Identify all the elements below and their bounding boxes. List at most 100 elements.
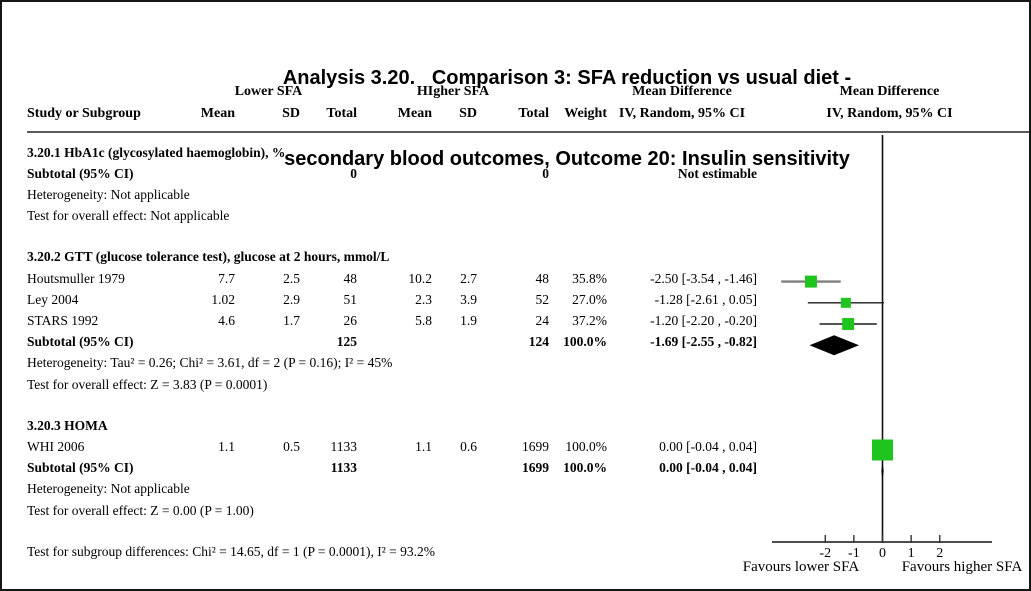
study-row-stars-1992-total-higher: 24 <box>535 312 550 328</box>
subtotal-row-2-total-lower: 125 <box>336 334 357 350</box>
subtotal-diamond <box>881 461 884 482</box>
study-effect-square <box>872 439 893 461</box>
study-row-whi-2006: WHI 2006 1.1 0.5 1133 1.1 0.6 1699 100.0% 0.00 [… <box>27 436 757 457</box>
study-row-ley-2004-sd-higher: 3.9 <box>460 291 477 307</box>
study-row-whi-2006-ci-text: 0.00 [-0.04 , 0.04] <box>659 438 757 454</box>
study-row-stars-1992-name: STARS 1992 <box>27 312 99 328</box>
subtotal-row-2-total-higher: 124 <box>528 334 549 350</box>
axis-tick-label--2: -2 <box>819 546 831 561</box>
study-row-whi-2006-total-lower: 1133 <box>330 438 358 454</box>
study-row-whi-2006-weight: 100.0% <box>565 438 607 454</box>
figure-title: Analysis 3.20. Comparison 3: SFA reducti… <box>107 11 1027 227</box>
study-row-ley-2004-name: Ley 2004 <box>27 291 79 307</box>
study-row-houtsmuller-1979-name: Houtsmuller 1979 <box>27 270 125 286</box>
subtotal-row-1-ci-text: Not estimable <box>677 165 757 181</box>
column-total-lower: Total <box>326 106 357 121</box>
overall-effect-note-3: Test for overall effect: Z = 0.00 (P = 1… <box>27 502 254 518</box>
axis-label-favours-lower-sfa: Favours lower SFA <box>742 559 860 575</box>
subtotal-row-3-total-higher: 1699 <box>522 460 549 476</box>
study-effect-square <box>840 297 851 308</box>
study-row-stars-1992-mean-lower: 4.6 <box>218 312 235 328</box>
subtotal-row-1-total-higher: 0 <box>542 165 549 181</box>
subtotal-row-3-weight: 100.0% <box>563 460 607 476</box>
column-mean-difference-text: Mean Difference <box>632 84 732 99</box>
subgroup-heading-3: 3.20.3 HOMA <box>27 417 108 433</box>
forest-plot-canvas: -2 -1 0 1 2 <box>772 135 992 561</box>
column-mean-higher: Mean <box>397 106 432 121</box>
study-row-whi-2006-sd-lower: 0.5 <box>283 438 300 454</box>
subtotal-row-1-name: Subtotal (95% CI) <box>27 165 134 181</box>
study-row-stars-1992-sd-higher: 1.9 <box>460 312 477 328</box>
study-row-ley-2004-mean-higher: 2.3 <box>415 291 432 307</box>
study-row-ley-2004-weight: 27.0% <box>572 291 607 307</box>
subtotal-row-2-weight: 100.0% <box>563 334 607 350</box>
study-row-houtsmuller-1979: Houtsmuller 1979 7.7 2.5 48 10.2 2.7 48 35.8% -2… <box>27 268 757 289</box>
subtotal-row-2-name: Subtotal (95% CI) <box>27 334 134 350</box>
study-row-ley-2004-total-lower: 51 <box>343 291 358 307</box>
column-mean-lower: Mean <box>200 106 235 121</box>
study-row-houtsmuller-1979-ci-text: -2.50 [-3.54 , -1.46] <box>650 270 757 286</box>
axis-tick-label-0: 0 <box>879 546 886 561</box>
column-group-lower-sfa: Lower SFA <box>234 84 303 99</box>
column-total-higher: Total <box>518 106 549 121</box>
subtotal-row-2-ci-text: -1.69 [-2.55 , -0.82] <box>650 334 757 350</box>
study-row-ley-2004-mean-lower: 1.02 <box>211 291 235 307</box>
study-row-stars-1992-sd-lower: 1.7 <box>283 312 300 328</box>
column-method-text: IV, Random, 95% CI <box>618 106 746 121</box>
header-rule <box>27 131 1029 133</box>
study-row-houtsmuller-1979-mean-higher: 10.2 <box>408 270 432 286</box>
column-mean-difference-plot: Mean Difference <box>839 84 940 99</box>
heterogeneity-note-2: Heterogeneity: Tau² = 0.26; Chi² = 3.61,… <box>27 355 393 371</box>
column-sd-lower: SD <box>282 106 300 121</box>
study-row-houtsmuller-1979-total-higher: 48 <box>535 270 550 286</box>
subtotal-row-3-ci-text: 0.00 [-0.04 , 0.04] <box>659 460 757 476</box>
study-row-ley-2004-sd-lower: 2.9 <box>283 291 300 307</box>
study-row-whi-2006-name: WHI 2006 <box>27 438 85 454</box>
axis-tick-label-2: 2 <box>936 546 943 561</box>
subgroup-heading-2: 3.20.2 GTT (glucose tolerance test), glu… <box>27 249 390 265</box>
subtotal-row-1: Subtotal (95% CI) 0 0 Not estimable <box>27 163 757 184</box>
column-study-or-subgroup: Study or Subgroup <box>27 106 141 121</box>
study-row-stars-1992-weight: 37.2% <box>572 312 607 328</box>
subtotal-row-3-name: Subtotal (95% CI) <box>27 460 134 476</box>
study-row-stars-1992-mean-higher: 5.8 <box>415 312 432 328</box>
overall-effect-note-2: Test for overall effect: Z = 3.83 (P = 0… <box>27 376 268 392</box>
study-effect-square <box>804 275 817 288</box>
study-row-stars-1992-total-lower: 26 <box>343 312 358 328</box>
subtotal-row-2: Subtotal (95% CI) 125 124 100.0% -1.69 [-2.5… <box>27 332 757 353</box>
study-row-houtsmuller-1979-weight: 35.8% <box>572 270 607 286</box>
study-row-ley-2004-ci-text: -1.28 [-2.61 , 0.05] <box>654 291 757 307</box>
axis-tick-label-1: 1 <box>908 546 915 561</box>
column-sd-higher: SD <box>459 106 477 121</box>
column-group-higher-sfa: HIgher SFA <box>416 84 490 99</box>
study-effect-square <box>842 318 855 330</box>
study-row-stars-1992: STARS 1992 4.6 1.7 26 5.8 1.9 24 37.2% -1.20 [-2… <box>27 310 757 331</box>
study-row-houtsmuller-1979-sd-lower: 2.5 <box>283 270 300 286</box>
study-row-stars-1992-ci-text: -1.20 [-2.20 , -0.20] <box>650 312 757 328</box>
column-weight: Weight <box>564 106 607 121</box>
study-row-houtsmuller-1979-total-lower: 48 <box>343 270 358 286</box>
column-method-plot: IV, Random, 95% CI <box>826 106 953 121</box>
subgroup-differences-note: Test for subgroup differences: Chi² = 14… <box>27 543 436 559</box>
study-row-houtsmuller-1979-mean-lower: 7.7 <box>218 270 235 286</box>
study-row-whi-2006-mean-lower: 1.1 <box>218 438 235 454</box>
heterogeneity-note-3: Heterogeneity: Not applicable <box>27 481 190 497</box>
figure-title-line2: secondary blood outcomes, Outcome 20: In… <box>284 148 850 170</box>
axis-label-favours-higher-sfa: Favours higher SFA <box>901 559 1023 575</box>
study-row-whi-2006-total-higher: 1699 <box>522 438 549 454</box>
overall-effect-note-1: Test for overall effect: Not applicable <box>27 208 230 224</box>
subtotal-diamond <box>809 335 860 356</box>
study-row-ley-2004: Ley 2004 1.02 2.9 51 2.3 3.9 52 27.0% -1.28 [-2.… <box>27 289 757 310</box>
subgroup-heading-1: 3.20.1 HbA1c (glycosylated haemoglobin),… <box>27 144 286 160</box>
subtotal-row-1-total-lower: 0 <box>350 165 357 181</box>
heterogeneity-note-1: Heterogeneity: Not applicable <box>27 186 190 202</box>
axis-tick-label--1: -1 <box>848 546 860 561</box>
figure-title-line1: Analysis 3.20. Comparison 3: SFA reducti… <box>282 67 852 89</box>
subtotal-row-3: Subtotal (95% CI) 1133 1699 100.0% 0.00 [-0.… <box>27 458 757 479</box>
study-row-whi-2006-mean-higher: 1.1 <box>415 438 432 454</box>
study-row-ley-2004-total-higher: 52 <box>535 291 550 307</box>
study-row-houtsmuller-1979-sd-higher: 2.7 <box>460 270 477 286</box>
study-row-whi-2006-sd-higher: 0.6 <box>460 438 477 454</box>
subtotal-row-3-total-lower: 1133 <box>330 460 357 476</box>
